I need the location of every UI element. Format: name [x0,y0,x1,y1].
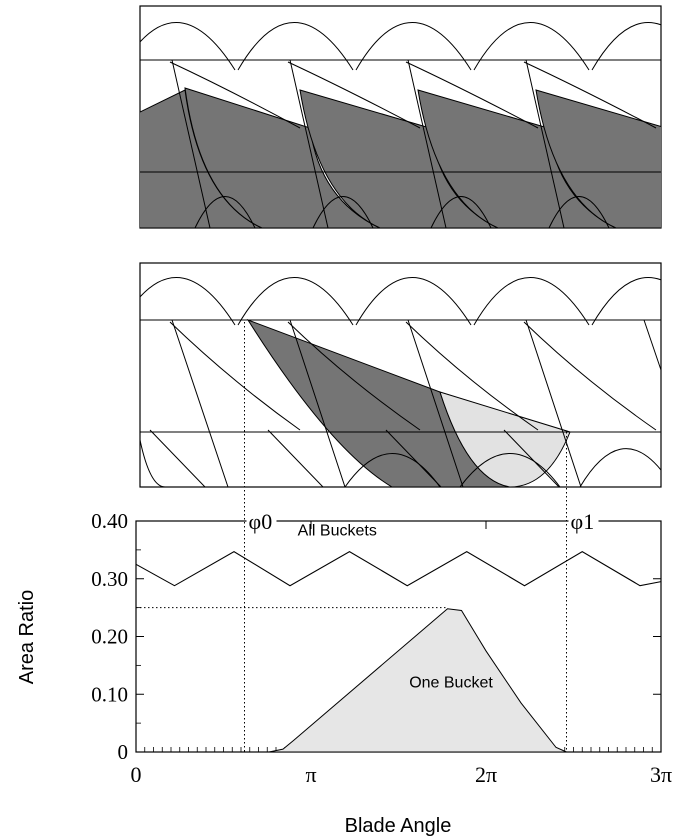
x-tick-label: 2π [475,762,497,787]
upper-arcs [140,22,661,71]
lower-arcs [140,439,661,487]
y-axis-label: Area Ratio [16,590,38,685]
series-label-all-buckets: All Buckets [298,522,377,539]
blade-edges [140,59,661,228]
series-all-buckets [135,550,662,587]
y-tick-label: 0.30 [91,567,128,591]
top-panel-blades [140,22,661,228]
y-tick-label: 0.10 [91,682,128,706]
blade-lower-edges [149,429,560,487]
area-ratio-chart: φ0 φ1 All Buckets One Bucket 0 0.10 0.20 0.… [16,322,672,837]
series-one-bucket [268,608,567,753]
middle-panel-blades [140,277,661,487]
blade-edges [171,319,661,487]
marker-label-bg [568,515,599,529]
x-tick-labels: 0 π 2π 3π [131,762,673,787]
y-tick-label: 0.20 [91,625,128,649]
bucket-fill [184,87,381,228]
series-label-one-bucket: One Bucket [409,674,493,691]
lower-arcs [140,196,610,228]
y-tick-label: 0.40 [91,509,128,533]
x-axis-label: Blade Angle [345,815,452,837]
y-tick-label: 0 [118,740,129,764]
upper-arcs [140,277,661,326]
middle-panel [139,262,662,488]
marker-label-bg [246,515,277,529]
y-tick-labels: 0 0.10 0.20 0.30 0.40 [91,509,128,764]
blade-curves [169,61,657,129]
marker-label-phi1: φ1 [571,509,595,534]
top-panel [139,5,662,229]
marker-label-phi0: φ0 [249,509,273,534]
bucket-fill [535,89,661,228]
x-tick-label: π [305,762,316,787]
blade-curves [169,321,657,431]
x-tick-label: 0 [131,762,142,787]
x-tick-label: 3π [650,762,672,787]
